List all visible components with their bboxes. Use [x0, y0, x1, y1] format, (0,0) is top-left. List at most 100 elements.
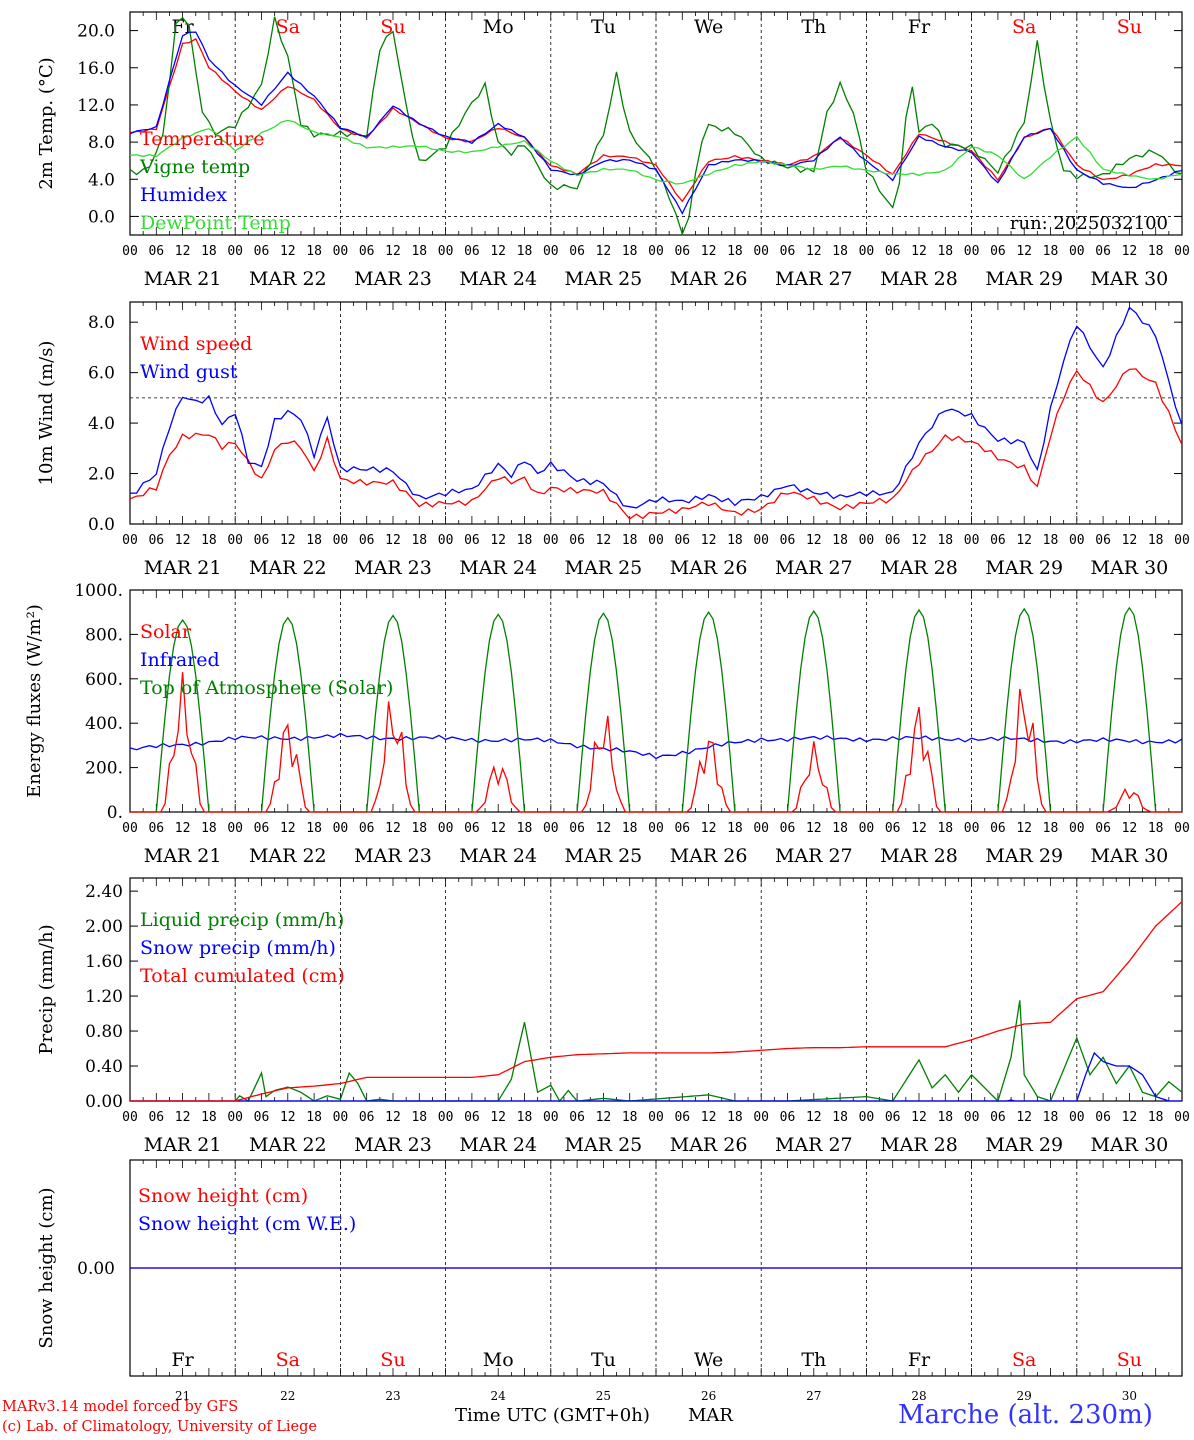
y-tick-label: 1.20 [85, 987, 123, 1007]
day-name-label: Su [380, 1349, 405, 1371]
y-axis-label: 2m Temp. (°C) [36, 57, 57, 189]
hour-tick-label: 06 [254, 533, 270, 548]
date-label: MAR 23 [354, 845, 432, 867]
hour-tick-label: 00 [438, 244, 454, 259]
y-tick-label: 0.0 [88, 207, 115, 227]
hour-tick-label: 06 [780, 821, 796, 836]
hour-tick-label: 12 [175, 1110, 191, 1125]
legend-entry: Snow precip (mm/h) [140, 937, 336, 959]
date-label: MAR 24 [459, 268, 537, 290]
hour-tick-label: 12 [596, 244, 612, 259]
date-label: MAR 22 [249, 268, 327, 290]
hour-tick-label: 00 [1174, 821, 1190, 836]
hour-tick-label: 18 [622, 533, 638, 548]
date-label: MAR 30 [1091, 557, 1169, 579]
hour-tick-label: 00 [964, 821, 980, 836]
hour-tick-label: 18 [727, 533, 743, 548]
hour-tick-label: 12 [175, 244, 191, 259]
hour-tick-label: 00 [227, 1110, 243, 1125]
hour-tick-label: 18 [306, 1110, 322, 1125]
hour-tick-label: 06 [359, 533, 375, 548]
hour-tick-label: 06 [464, 244, 480, 259]
legend-entry: Top of Atmosphere (Solar) [140, 677, 393, 699]
date-label: MAR 25 [565, 1134, 643, 1156]
y-tick-label: 200. [85, 759, 123, 779]
hour-tick-label: 12 [490, 1110, 506, 1125]
date-label: MAR 29 [985, 268, 1063, 290]
hour-tick-label: 06 [359, 244, 375, 259]
date-label: MAR 28 [880, 1134, 958, 1156]
hour-tick-label: 12 [911, 533, 927, 548]
hour-tick-label: 06 [148, 244, 164, 259]
hour-tick-label: 00 [122, 244, 138, 259]
y-tick-label: 6.0 [88, 364, 115, 384]
solar-series-line [130, 672, 1182, 813]
legend-entry: Liquid precip (mm/h) [140, 909, 344, 931]
hour-tick-label: 00 [122, 533, 138, 548]
day-number-label: 29 [1017, 1389, 1032, 1403]
hour-tick-label: 06 [990, 533, 1006, 548]
day-number-label: 22 [280, 1389, 295, 1403]
date-label: MAR 26 [670, 268, 748, 290]
y-axis-label: 10m Wind (m/s) [36, 341, 57, 486]
date-label: MAR 30 [1091, 268, 1169, 290]
date-label: MAR 27 [775, 845, 853, 867]
date-label: MAR 28 [880, 845, 958, 867]
hour-tick-label: 06 [148, 1110, 164, 1125]
day-name-label: Tu [591, 1349, 616, 1371]
hour-tick-label: 12 [490, 821, 506, 836]
legend-entry: Temperature [140, 128, 264, 150]
hour-tick-label: 00 [543, 244, 559, 259]
legend-entry: DewPoint Temp [140, 212, 291, 234]
hour-tick-label: 06 [254, 244, 270, 259]
hour-tick-label: 18 [1148, 821, 1164, 836]
hour-tick-label: 12 [701, 821, 717, 836]
hour-tick-label: 12 [806, 533, 822, 548]
day-name-label: Mo [483, 16, 514, 38]
hour-tick-label: 06 [569, 821, 585, 836]
day-number-label: 26 [701, 1389, 716, 1403]
y-axis-label: Precip (mm/h) [36, 924, 57, 1054]
hour-tick-label: 12 [1122, 244, 1138, 259]
wind-gust-series-line [129, 306, 1183, 509]
y-tick-label: 8.0 [88, 133, 115, 153]
day-name-label: Su [380, 16, 405, 38]
y-tick-label: 0.0 [88, 515, 115, 535]
hour-tick-label: 12 [280, 244, 296, 259]
hour-tick-label: 00 [543, 1110, 559, 1125]
hour-tick-label: 06 [569, 1110, 585, 1125]
day-number-label: 21 [175, 1389, 190, 1403]
hour-tick-label: 00 [648, 533, 664, 548]
day-name-label: Sa [1012, 16, 1036, 38]
day-number-label: 27 [806, 1389, 821, 1403]
hour-tick-label: 00 [859, 821, 875, 836]
hour-tick-label: 12 [806, 244, 822, 259]
date-label: MAR 21 [144, 557, 222, 579]
date-label: MAR 29 [985, 1134, 1063, 1156]
y-tick-label: 2.0 [88, 465, 115, 485]
legend-entry: Snow height (cm) [138, 1185, 308, 1207]
hour-tick-label: 06 [674, 1110, 690, 1125]
total-cumulated-cm-series-line [130, 901, 1183, 1102]
date-label: MAR 22 [249, 557, 327, 579]
hour-tick-label: 18 [201, 1110, 217, 1125]
hour-tick-label: 18 [306, 533, 322, 548]
hour-tick-label: 00 [964, 1110, 980, 1125]
hour-tick-label: 18 [411, 821, 427, 836]
hour-tick-label: 00 [964, 244, 980, 259]
hour-tick-label: 18 [1043, 244, 1059, 259]
y-tick-label: 0. [107, 803, 123, 823]
hour-tick-label: 12 [280, 533, 296, 548]
date-label: MAR 27 [775, 557, 853, 579]
hour-tick-label: 18 [1148, 1110, 1164, 1125]
hour-tick-label: 06 [1095, 1110, 1111, 1125]
hour-tick-label: 00 [648, 244, 664, 259]
hour-tick-label: 18 [517, 1110, 533, 1125]
hour-tick-label: 00 [859, 533, 875, 548]
hour-tick-label: 18 [517, 821, 533, 836]
hour-tick-label: 00 [859, 1110, 875, 1125]
day-number-label: 30 [1122, 1389, 1137, 1403]
hour-tick-label: 18 [411, 244, 427, 259]
hour-tick-label: 18 [727, 821, 743, 836]
hour-tick-label: 12 [175, 821, 191, 836]
